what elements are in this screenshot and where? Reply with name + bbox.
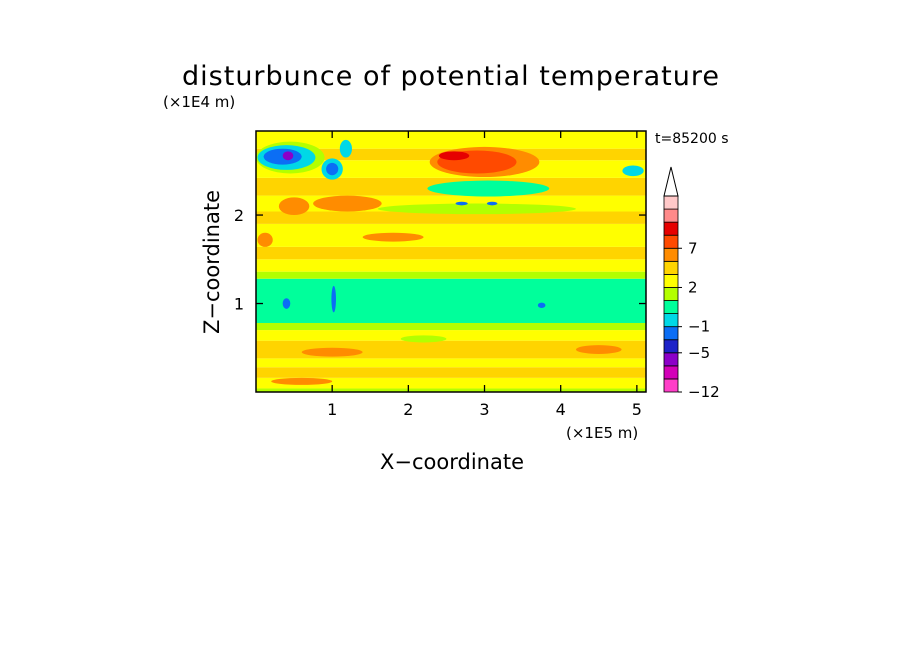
contour-feature-12 [377, 203, 576, 215]
y-tick-label: 1 [234, 295, 244, 314]
chart-title: disturbunce of potential temperature [182, 61, 720, 92]
contour-feature-16 [278, 197, 310, 216]
x-tick-label: 2 [403, 400, 413, 419]
colorbar-segment [663, 247, 679, 262]
contour-feature-18 [257, 232, 273, 247]
contour-band-11 [256, 223, 646, 247]
colorbar-segment [663, 273, 679, 288]
contour-band-9 [256, 259, 646, 272]
y-axis-label: Z−coordinate [200, 190, 224, 334]
colorbar-segment [663, 365, 679, 380]
contour-feature-2 [263, 148, 302, 165]
contour-band-6 [256, 322, 646, 331]
contour-band-10 [256, 246, 646, 260]
x-tick-label: 4 [556, 400, 566, 419]
contour-feature-14 [486, 201, 498, 206]
contour-feature-19 [282, 298, 291, 309]
colorbar-segment [663, 313, 679, 328]
colorbar-segment [663, 234, 679, 249]
colorbar-tick-label: −1 [688, 318, 710, 336]
x-tick-label: 3 [479, 400, 489, 419]
colorbar-segment [663, 260, 679, 275]
colorbar-tick-label: 2 [688, 278, 698, 296]
colorbar-segment [663, 195, 679, 210]
colorbar-segment [663, 208, 679, 223]
contour-band-0 [256, 388, 646, 392]
x-tick-label: 1 [327, 400, 337, 419]
contour-feature-5 [326, 162, 339, 176]
contour-feature-17 [362, 232, 424, 242]
plot-frame [255, 130, 647, 393]
colorbar: 7 2 −1 −5 −12 [663, 166, 720, 401]
x-axis-unit: (×1E5 m) [566, 424, 638, 442]
contour-feature-23 [575, 345, 622, 354]
colorbar-segment [663, 300, 679, 314]
contour-feature-22 [301, 347, 363, 357]
colorbar-extend-arrow [663, 166, 679, 197]
contour-band-1 [256, 377, 646, 389]
y-axis-unit: (×1E4 m) [163, 93, 235, 111]
colorbar-segment [663, 221, 679, 236]
contour-band-3 [256, 358, 646, 368]
contour-feature-11 [427, 180, 550, 197]
contour-feature-24 [271, 377, 333, 385]
contour-band-12 [256, 211, 646, 224]
y-tick-label: 2 [234, 206, 244, 225]
contour-band-5 [256, 330, 646, 341]
colorbar-segment [663, 352, 679, 367]
colorbar-tick-label: −5 [688, 344, 710, 362]
contour-feature-6 [339, 139, 352, 158]
contour-feature-21 [537, 302, 546, 308]
contour-feature-3 [282, 151, 294, 161]
contour-feature-20 [331, 285, 336, 313]
colorbar-segment [663, 287, 679, 301]
x-axis-ticks: 1 2 3 4 5 [327, 131, 642, 419]
contour-feature-25 [400, 335, 447, 343]
y-axis-ticks: 12 [234, 206, 646, 314]
contour-band-2 [256, 367, 646, 378]
contour-feature-10 [438, 151, 470, 161]
colorbar-tick-label: −12 [688, 383, 720, 401]
contour-band-7 [256, 278, 646, 323]
colorbar-tick-label: 7 [688, 239, 698, 257]
colorbar-segment [663, 378, 679, 393]
contour-band-8 [256, 271, 646, 279]
contour-feature-15 [313, 195, 382, 212]
x-tick-label: 5 [632, 400, 642, 419]
colorbar-segment [663, 339, 679, 354]
time-label: t=85200 s [655, 131, 729, 147]
contour-plot-area [256, 131, 646, 392]
contour-feature-13 [455, 201, 468, 206]
x-axis-label: X−coordinate [380, 450, 524, 474]
colorbar-segment [663, 326, 679, 341]
contour-feature-7 [622, 165, 644, 177]
contour-band-17 [256, 131, 646, 149]
